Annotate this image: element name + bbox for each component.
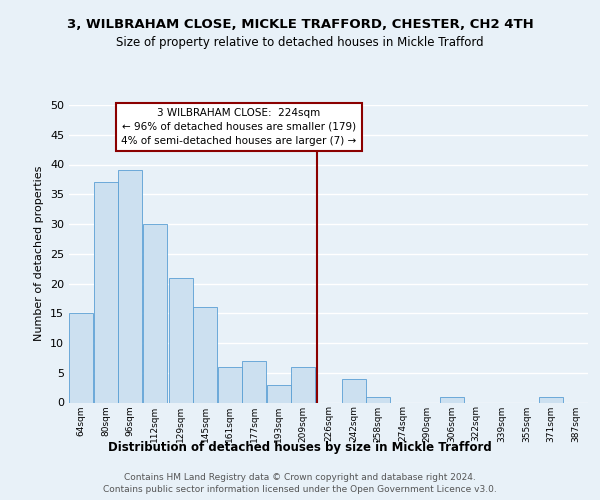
Bar xyxy=(342,378,365,402)
Bar xyxy=(292,367,315,402)
Bar xyxy=(118,170,142,402)
Bar xyxy=(193,308,217,402)
Bar xyxy=(218,367,242,402)
Text: Size of property relative to detached houses in Mickle Trafford: Size of property relative to detached ho… xyxy=(116,36,484,49)
Y-axis label: Number of detached properties: Number of detached properties xyxy=(34,166,44,342)
Bar xyxy=(242,361,266,403)
Text: Distribution of detached houses by size in Mickle Trafford: Distribution of detached houses by size … xyxy=(108,441,492,454)
Bar xyxy=(169,278,193,402)
Bar xyxy=(440,396,464,402)
Bar xyxy=(70,313,93,402)
Bar xyxy=(267,384,290,402)
Bar xyxy=(367,396,390,402)
Bar xyxy=(143,224,167,402)
Text: 3 WILBRAHAM CLOSE:  224sqm
← 96% of detached houses are smaller (179)
4% of semi: 3 WILBRAHAM CLOSE: 224sqm ← 96% of detac… xyxy=(121,108,356,146)
Text: Contains HM Land Registry data © Crown copyright and database right 2024.
Contai: Contains HM Land Registry data © Crown c… xyxy=(103,473,497,494)
Text: 3, WILBRAHAM CLOSE, MICKLE TRAFFORD, CHESTER, CH2 4TH: 3, WILBRAHAM CLOSE, MICKLE TRAFFORD, CHE… xyxy=(67,18,533,30)
Bar xyxy=(94,182,118,402)
Bar xyxy=(539,396,563,402)
